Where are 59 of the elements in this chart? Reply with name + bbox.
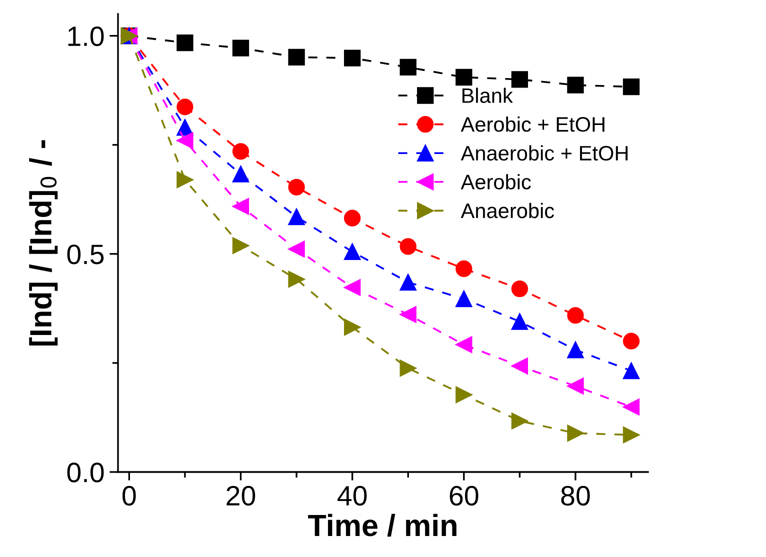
point: [567, 76, 584, 94]
legend-label: Blank: [462, 88, 513, 104]
point: [288, 208, 305, 226]
point: [232, 166, 250, 182]
point: [511, 412, 528, 430]
point: [288, 48, 305, 66]
point: [344, 243, 361, 260]
point: [511, 71, 528, 88]
point: [622, 78, 640, 96]
point: [400, 238, 416, 255]
x-tick-label: 40: [338, 486, 367, 506]
point: [232, 237, 250, 254]
point: [511, 280, 528, 298]
point: [176, 132, 194, 149]
point: [456, 336, 472, 353]
point: [456, 290, 472, 308]
point: [511, 358, 528, 374]
point: [456, 260, 472, 278]
point: [344, 318, 361, 336]
point: [622, 398, 640, 416]
point: [622, 362, 640, 380]
point: [288, 240, 305, 258]
legend-label: Anaerobic + EtOH: [460, 145, 628, 161]
point: [232, 143, 250, 160]
point: [400, 58, 416, 76]
point: [567, 342, 584, 358]
x-tick-label: 20: [226, 486, 256, 506]
point: [456, 68, 472, 86]
point: [344, 279, 361, 296]
point: [288, 178, 305, 196]
y-axis-title: [Ind] / [Ind]$_{0}$ / -: [29, 140, 58, 346]
x-tick-label: 80: [561, 486, 590, 506]
legend-label: Anaerobic: [460, 202, 554, 218]
point: [176, 34, 194, 52]
y-tick-label: 1.0: [68, 26, 104, 46]
point: [232, 40, 250, 56]
point: [622, 426, 640, 444]
x-axis-title: Time / min: [308, 514, 456, 537]
point: [400, 360, 416, 377]
point: [511, 313, 528, 330]
point: [567, 424, 584, 442]
x-tick-label: 0: [122, 486, 136, 506]
point: [456, 386, 472, 404]
point: [622, 332, 640, 350]
point: [400, 274, 416, 291]
legend-label: Aerobic: [460, 174, 531, 190]
point: [232, 198, 250, 215]
point: [344, 210, 361, 226]
y-tick-label: 0.0: [67, 462, 104, 482]
point: [176, 98, 194, 116]
point: [567, 378, 584, 394]
point: [344, 50, 361, 66]
point: [176, 171, 194, 188]
x-tick-label: 60: [450, 486, 478, 506]
legend-label: Aerobic + EtOH: [460, 116, 604, 132]
point: [288, 270, 305, 288]
y-tick-label: 0.5: [67, 244, 104, 264]
point: [567, 307, 584, 324]
point: [400, 306, 416, 323]
